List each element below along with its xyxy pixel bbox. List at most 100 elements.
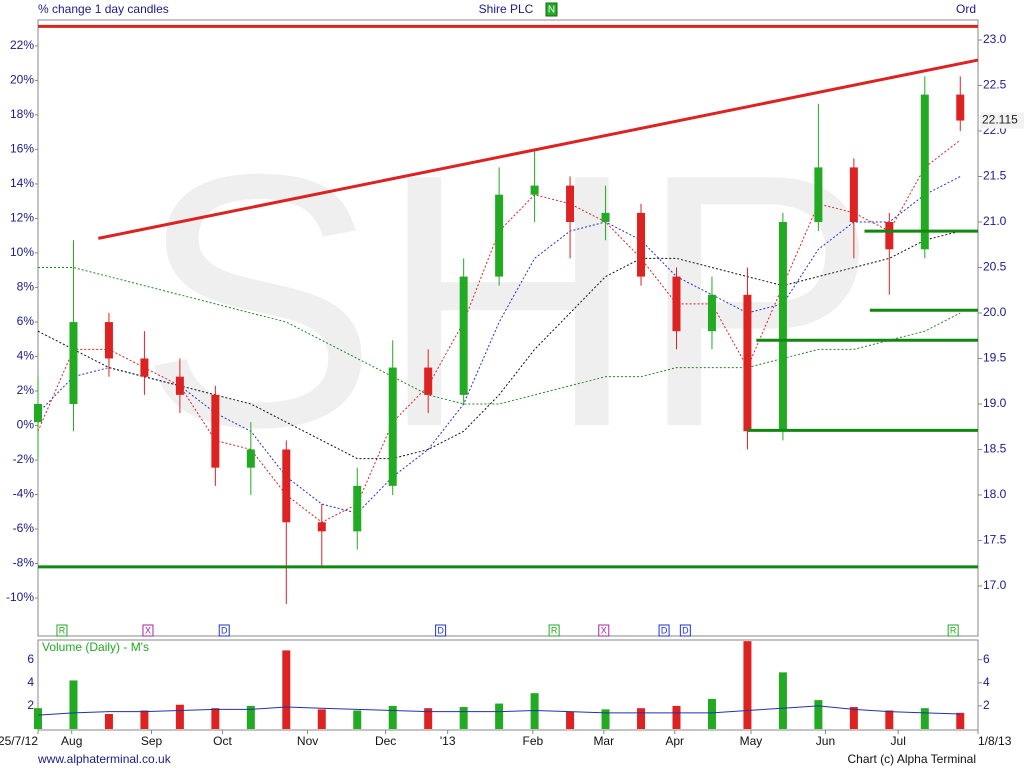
x-tick-label: Feb bbox=[522, 734, 543, 748]
footer-left: www.alphaterminal.co.uk bbox=[37, 752, 172, 766]
x-tick-label: 1/8/13 bbox=[978, 734, 1012, 748]
event-label: R bbox=[551, 625, 558, 635]
last-price: 22.115 bbox=[982, 113, 1018, 127]
y-tick-label: 18.5 bbox=[983, 442, 1007, 456]
y-tick-label: 19.5 bbox=[983, 351, 1007, 365]
event-marker bbox=[947, 624, 959, 637]
candle-body bbox=[530, 185, 539, 195]
y2-tick-label: 10% bbox=[10, 245, 34, 259]
event-label: X bbox=[601, 625, 607, 635]
y2-tick-label: 16% bbox=[10, 142, 34, 156]
candle-body bbox=[707, 294, 716, 332]
event-marker bbox=[435, 624, 447, 637]
volume-bar bbox=[956, 712, 965, 729]
volume-bar bbox=[885, 710, 894, 729]
y2-tick-label: 8% bbox=[17, 280, 35, 294]
volume-average bbox=[37, 705, 961, 716]
candle-body bbox=[246, 449, 255, 468]
footer-right: Chart (c) Alpha Terminal bbox=[848, 752, 977, 766]
vol-tick-label: 2 bbox=[27, 698, 34, 712]
moving-average bbox=[37, 230, 961, 460]
moving-average bbox=[38, 266, 961, 405]
badge: N bbox=[548, 5, 555, 16]
side-label: Ord bbox=[956, 2, 976, 16]
candle-body bbox=[672, 276, 681, 332]
y2-tick-label: 18% bbox=[10, 107, 34, 121]
event-label: R bbox=[59, 625, 66, 635]
x-tick-label: Apr bbox=[665, 734, 684, 748]
x-tick-label: Aug bbox=[61, 734, 82, 748]
volume-bar bbox=[282, 650, 291, 729]
candle-body bbox=[920, 94, 929, 250]
candle-body bbox=[459, 276, 468, 395]
last-price-box bbox=[980, 112, 1024, 129]
candle-body bbox=[317, 522, 326, 532]
event-label: D bbox=[437, 625, 444, 635]
volume-bar bbox=[353, 710, 362, 729]
y-tick-label: 18.0 bbox=[983, 487, 1007, 501]
x-tick-label: Jun bbox=[816, 734, 835, 748]
volume-bar bbox=[495, 703, 504, 729]
y-tick-label: 20.5 bbox=[983, 260, 1007, 274]
y2-tick-label: -2% bbox=[13, 452, 35, 466]
subtitle: % change 1 day candles bbox=[38, 2, 169, 16]
y-tick-label: 17.5 bbox=[983, 533, 1007, 547]
candle-body bbox=[282, 449, 291, 523]
candle-body bbox=[956, 94, 965, 121]
event-marker bbox=[548, 624, 560, 637]
y2-tick-label: 22% bbox=[10, 38, 34, 52]
y-tick-label: 20.0 bbox=[983, 305, 1007, 319]
y-tick-label: 23.0 bbox=[983, 32, 1007, 46]
candle-body bbox=[140, 358, 149, 377]
event-marker bbox=[679, 624, 691, 637]
x-tick-label: Sep bbox=[141, 734, 163, 748]
event-marker bbox=[218, 624, 230, 637]
y2-tick-label: -10% bbox=[6, 590, 34, 604]
candle-body bbox=[885, 221, 894, 250]
event-label: D bbox=[661, 625, 668, 635]
volume-bar bbox=[317, 709, 326, 729]
volume-bar bbox=[530, 693, 539, 729]
x-tick-label: '13 bbox=[440, 734, 456, 748]
y-tick-label: 19.0 bbox=[983, 396, 1007, 410]
price-frame bbox=[37, 19, 979, 637]
chart-title: Shire PLC bbox=[479, 2, 534, 16]
event-marker bbox=[598, 624, 610, 637]
y2-tick-label: -8% bbox=[13, 556, 35, 570]
event-label: X bbox=[145, 625, 151, 635]
volume-bar bbox=[459, 707, 468, 729]
candle-body bbox=[388, 367, 397, 486]
y2-tick-label: 2% bbox=[17, 383, 35, 397]
y-tick-label: 17.0 bbox=[983, 578, 1007, 592]
x-tick-label: Dec bbox=[375, 734, 396, 748]
event-marker bbox=[658, 624, 670, 637]
y2-tick-label: 12% bbox=[10, 211, 34, 225]
candle-body bbox=[495, 194, 504, 277]
y2-tick-label: 14% bbox=[10, 176, 34, 190]
volume-bar bbox=[743, 641, 752, 729]
event-marker bbox=[56, 624, 68, 637]
event-label: R bbox=[950, 625, 957, 635]
volume-bar bbox=[211, 708, 220, 729]
volume-bar bbox=[707, 698, 716, 729]
candle-body bbox=[104, 322, 113, 359]
event-marker bbox=[142, 624, 154, 637]
volume-bar bbox=[849, 707, 858, 729]
y2-tick-label: -4% bbox=[13, 487, 35, 501]
y-tick-label: 21.0 bbox=[983, 214, 1007, 228]
y2-tick-label: 0% bbox=[17, 418, 35, 432]
candle-body bbox=[424, 367, 433, 395]
candle-body bbox=[566, 185, 575, 222]
x-tick-label: May bbox=[740, 734, 763, 748]
volume-bar bbox=[566, 711, 575, 729]
volume-frame bbox=[37, 639, 979, 731]
vol-tick-label-right: 4 bbox=[983, 675, 990, 689]
candle-body bbox=[601, 212, 610, 222]
candle-body bbox=[814, 167, 823, 222]
volume-bar bbox=[814, 700, 823, 729]
x-tick-label: Nov bbox=[297, 734, 318, 748]
vol-tick-label: 4 bbox=[27, 675, 34, 689]
y2-tick-label: 4% bbox=[17, 349, 35, 363]
watermark-group: SHP bbox=[138, 100, 878, 502]
